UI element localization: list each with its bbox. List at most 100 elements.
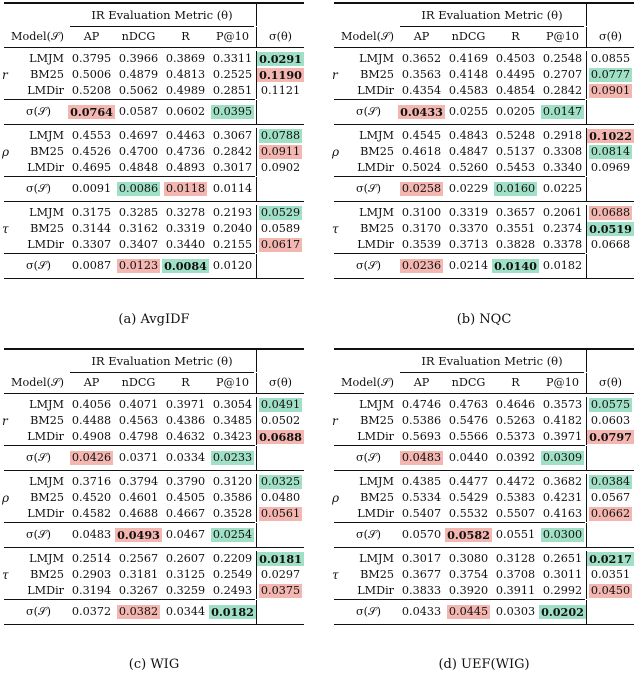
sigma-theta-value: 0.0217 [587,551,634,566]
value-cell: 0.3307 [68,238,115,252]
sigma-s-value: 0.0764 [68,104,115,119]
model-name: LMDir [334,584,398,597]
model-name: ρ BM25 [2,491,68,505]
sigma-theta-cell: 0.0575 [586,396,634,413]
value-cell: 0.3833 [398,584,445,598]
value-cell: 0.3181 [115,568,162,582]
model-name: LMDir [4,161,68,174]
value-cell: 0.4746 [398,398,445,412]
value-text: 0.5476 [448,413,489,427]
sigma-s-value: 0.0551 [495,527,536,541]
sigma-rule [334,98,585,100]
value-text: 0.4667 [165,506,206,520]
metric-group-title: IR Evaluation Metric (θ) [91,353,233,368]
model-label: BM25 [30,414,64,427]
sigma-s-value: 0.0255 [448,104,489,118]
value-text: 0.3911 [495,583,536,597]
value-cell: 0.5260 [445,161,492,175]
value-text: 0.3716 [71,474,112,488]
block-rule [4,623,304,625]
sigma-s-value: 0.0371 [118,450,159,464]
value-text: 0.4989 [165,83,206,97]
table-row: LMDir 0.5407 0.5532 0.5507 0.4163 0.0662 [334,505,634,522]
sigma-theta-value: 0.0375 [258,583,303,598]
value-cell: 0.2209 [209,552,256,566]
value-cell: 0.3440 [162,238,209,252]
value-cell: 0.3563 [398,68,445,82]
value-text: 0.2548 [542,51,583,65]
model-label: LMJM [29,552,64,565]
block-rule [4,277,304,279]
value-text: 0.5248 [495,128,536,142]
table-row: LMJM 0.3795 0.3966 0.3869 0.3311 0.0291 [4,50,304,67]
table-row: τ BM25 0.2903 0.3181 0.3125 0.2549 0.0297 [2,566,304,583]
value-text: 0.2525 [212,67,253,81]
value-cell: 0.4385 [398,475,445,489]
correlation-symbol: r [2,68,8,82]
value-cell: 0.4697 [115,129,162,143]
value-text: 0.5507 [495,506,536,520]
value-text: 0.5693 [401,429,442,443]
value-cell: 0.3311 [209,52,256,66]
value-text: 0.3423 [212,429,253,443]
value-cell: 0.5476 [445,414,492,428]
value-text: 0.5263 [495,413,536,427]
block-rule [4,546,304,548]
value-cell: 0.3170 [398,222,445,236]
model-name: τ BM25 [332,568,398,582]
metric-header-p10: P@10 [546,376,579,389]
correlation-symbol: ρ [2,145,10,159]
value-cell: 0.2493 [209,584,256,598]
value-text: 0.3657 [495,205,536,219]
value-cell: 0.3370 [445,222,492,236]
column-header-row: Model(𝒮) AP nDCG R P@10 σ(θ) [4,26,304,47]
sigma-theta-cell: 0.0688 [586,204,634,221]
sigma-s-cell: 0.0382 [115,604,162,619]
value-text: 0.3340 [542,160,583,174]
sigma-rule [4,175,255,177]
group-rule [334,371,634,373]
table-row: ρ BM25 0.4618 0.4847 0.5137 0.3308 0.0814 [332,143,634,160]
value-text: 0.3708 [495,567,536,581]
value-cell: 0.5429 [445,491,492,505]
sigma-rule [4,252,255,254]
table-row: LMDir 0.3833 0.3920 0.3911 0.2992 0.0450 [334,582,634,599]
value-text: 0.3311 [212,51,253,65]
sigma-s-blank [256,599,304,624]
sigma-s-row: σ(𝒮) 0.0764 0.0587 0.0602 0.0395 [4,99,304,124]
metric-header-ndcg: nDCG [121,376,156,389]
table-row: LMJM 0.4545 0.4843 0.5248 0.2918 0.1022 [334,127,634,144]
sigma-theta-header: σ(θ) [256,26,304,47]
metric-header-p10: P@10 [216,30,249,43]
value-text: 0.3920 [448,583,489,597]
value-text: 0.4477 [448,474,489,488]
sigma-theta-cell: 0.0297 [256,566,304,583]
metric-group-title: IR Evaluation Metric (θ) [91,7,233,22]
metric-header-ndcg: nDCG [121,30,156,43]
value-cell: 0.3971 [162,398,209,412]
model-name: LMDir [334,161,398,174]
value-cell: 0.3708 [492,568,539,582]
sigma-s-value: 0.0602 [165,104,206,118]
sigma-s-label: σ(𝒮) [356,450,382,464]
model-name: LMDir [334,507,398,520]
value-text: 0.4763 [448,397,489,411]
column-header-row: Model(𝒮) AP nDCG R P@10 σ(θ) [334,26,634,47]
value-text: 0.3713 [448,237,489,251]
model-label: BM25 [30,491,64,504]
value-cell: 0.5693 [398,430,445,444]
value-cell: 0.3319 [162,222,209,236]
value-text: 0.4700 [118,144,159,158]
value-cell: 0.4583 [445,84,492,98]
sigma-s-cell: 0.0086 [115,181,162,196]
sigma-s-cell: 0.0087 [68,259,115,273]
value-text: 0.2155 [212,237,253,251]
value-cell: 0.4646 [492,398,539,412]
sigma-theta-value: 0.0969 [590,160,631,174]
value-text: 0.2842 [542,83,583,97]
value-text: 0.3125 [165,567,206,581]
sigma-theta-cell: 0.0325 [256,473,304,490]
sigma-theta-cell: 0.0291 [256,50,304,67]
model-label: BM25 [360,491,394,504]
sigma-s-label: σ(𝒮) [26,527,52,541]
